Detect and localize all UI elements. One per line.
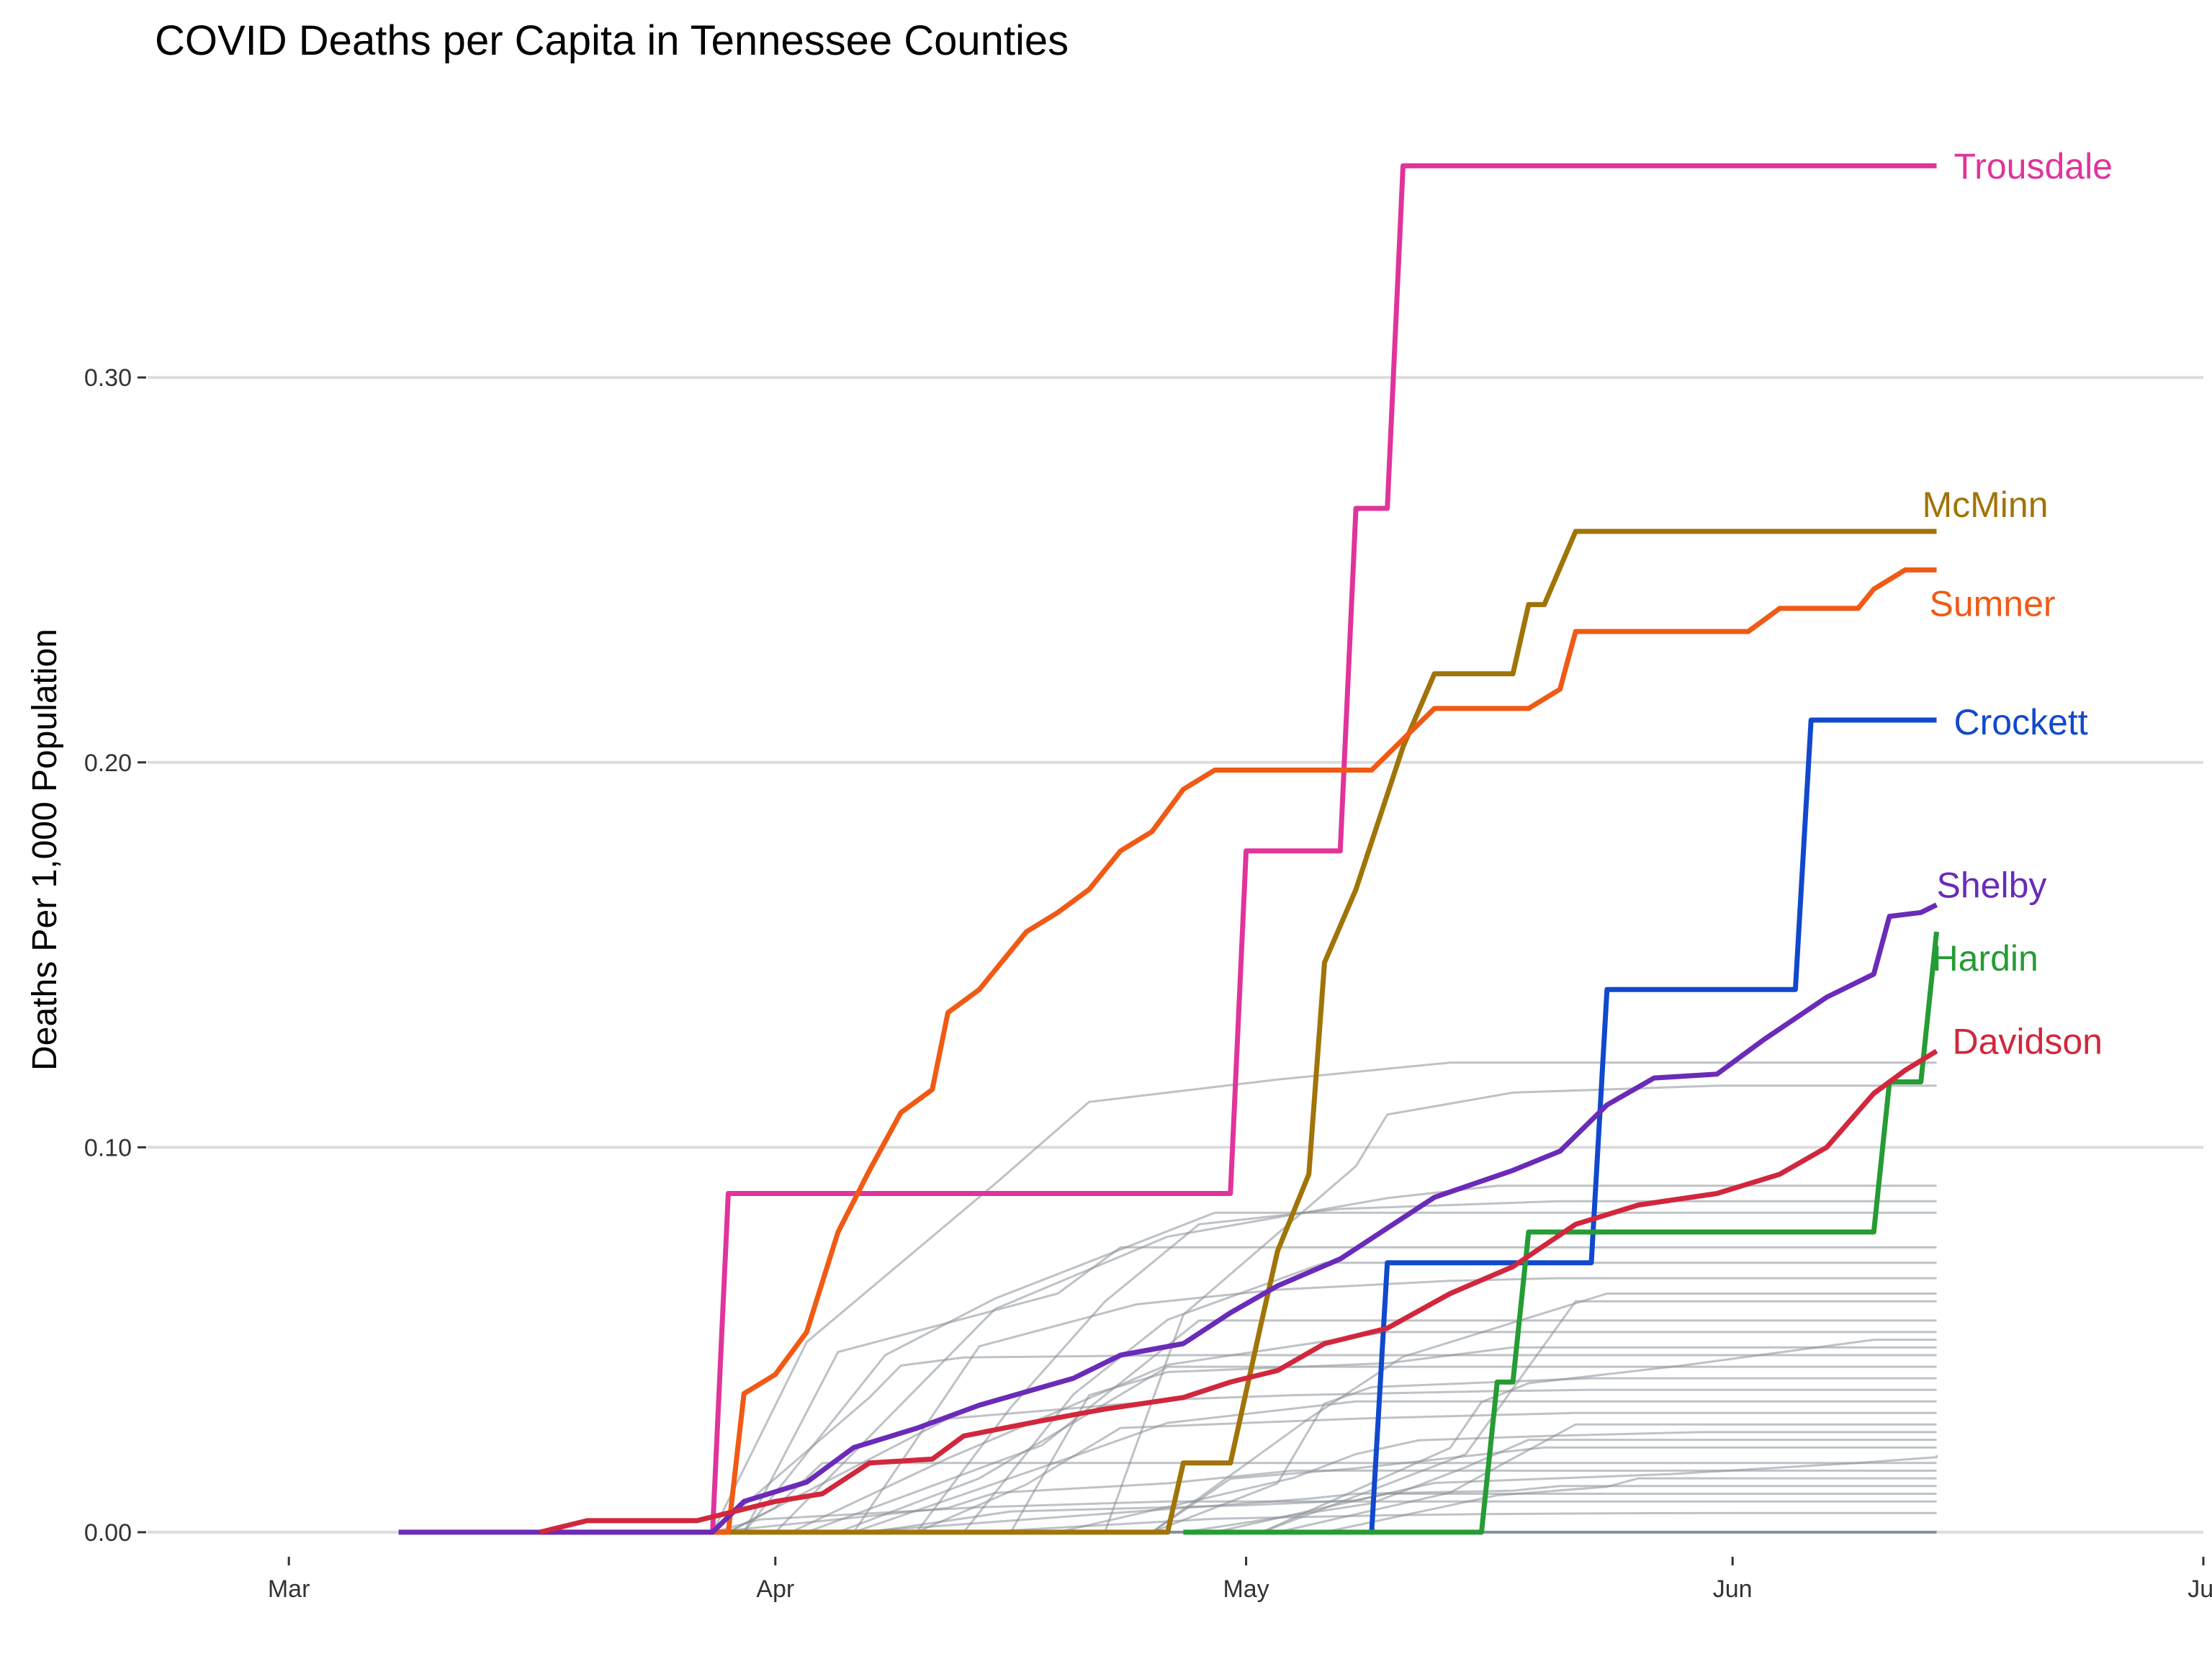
county-line: [712, 1200, 1937, 1534]
series-label-davidson: Davidson: [1953, 1022, 2103, 1062]
x-tick-label: May: [1223, 1575, 1269, 1603]
other-county-lines: [398, 1061, 1938, 1534]
y-tick-label: 0.30: [84, 364, 132, 392]
series-line-crockett: [1369, 717, 1937, 1533]
highlighted-county-lines: [398, 163, 1939, 1535]
county-line: [712, 1262, 1937, 1534]
y-tick-label: 0.20: [84, 750, 132, 777]
y-tick-label: 0.00: [84, 1519, 132, 1547]
series-label-mcminn: McMinn: [1923, 485, 2049, 525]
y-tick-label: 0.10: [84, 1134, 132, 1161]
series-label-shelby: Shelby: [1937, 866, 2047, 906]
series-label-trousdale: Trousdale: [1954, 146, 2113, 186]
series-label-sumner: Sumner: [1930, 583, 2056, 624]
county-line: [712, 1184, 1937, 1534]
y-axis-title: Deaths Per 1,000 Population: [26, 629, 64, 1071]
county-line: [712, 1500, 1937, 1534]
gridlines: [148, 376, 2203, 1534]
series-line-hardin: [1183, 931, 1939, 1535]
county-line: [712, 1084, 1937, 1534]
y-axis: 0.00 0.10 0.20 0.30: [84, 364, 146, 1547]
county-line: [712, 1277, 1937, 1534]
series-line-trousdale: [710, 163, 1937, 1533]
x-tick-label: Jun: [1713, 1575, 1753, 1603]
county-line: [711, 1061, 1937, 1533]
series-line-mcminn: [712, 529, 1937, 1535]
series-line-sumner: [539, 567, 1937, 1535]
x-tick-label: Apr: [756, 1575, 794, 1603]
county-line: [712, 1211, 1937, 1534]
series-line-davidson: [539, 1048, 1938, 1535]
series-label-hardin: Hardin: [1933, 938, 2038, 979]
county-line: [712, 1431, 1937, 1534]
x-tick-label: Jul: [2188, 1575, 2212, 1603]
county-line: [711, 1354, 1937, 1534]
chart-title: COVID Deaths per Capita in Tennessee Cou…: [155, 17, 1069, 64]
x-axis: Mar Apr May Jun Jul: [268, 1557, 2212, 1603]
series-line-shelby: [398, 902, 1938, 1535]
x-tick-label: Mar: [268, 1575, 310, 1603]
county-labels: Trousdale McMinn Sumner Crockett Shelby Hardi…: [1923, 146, 2113, 1062]
series-label-crockett: Crockett: [1954, 702, 2088, 742]
